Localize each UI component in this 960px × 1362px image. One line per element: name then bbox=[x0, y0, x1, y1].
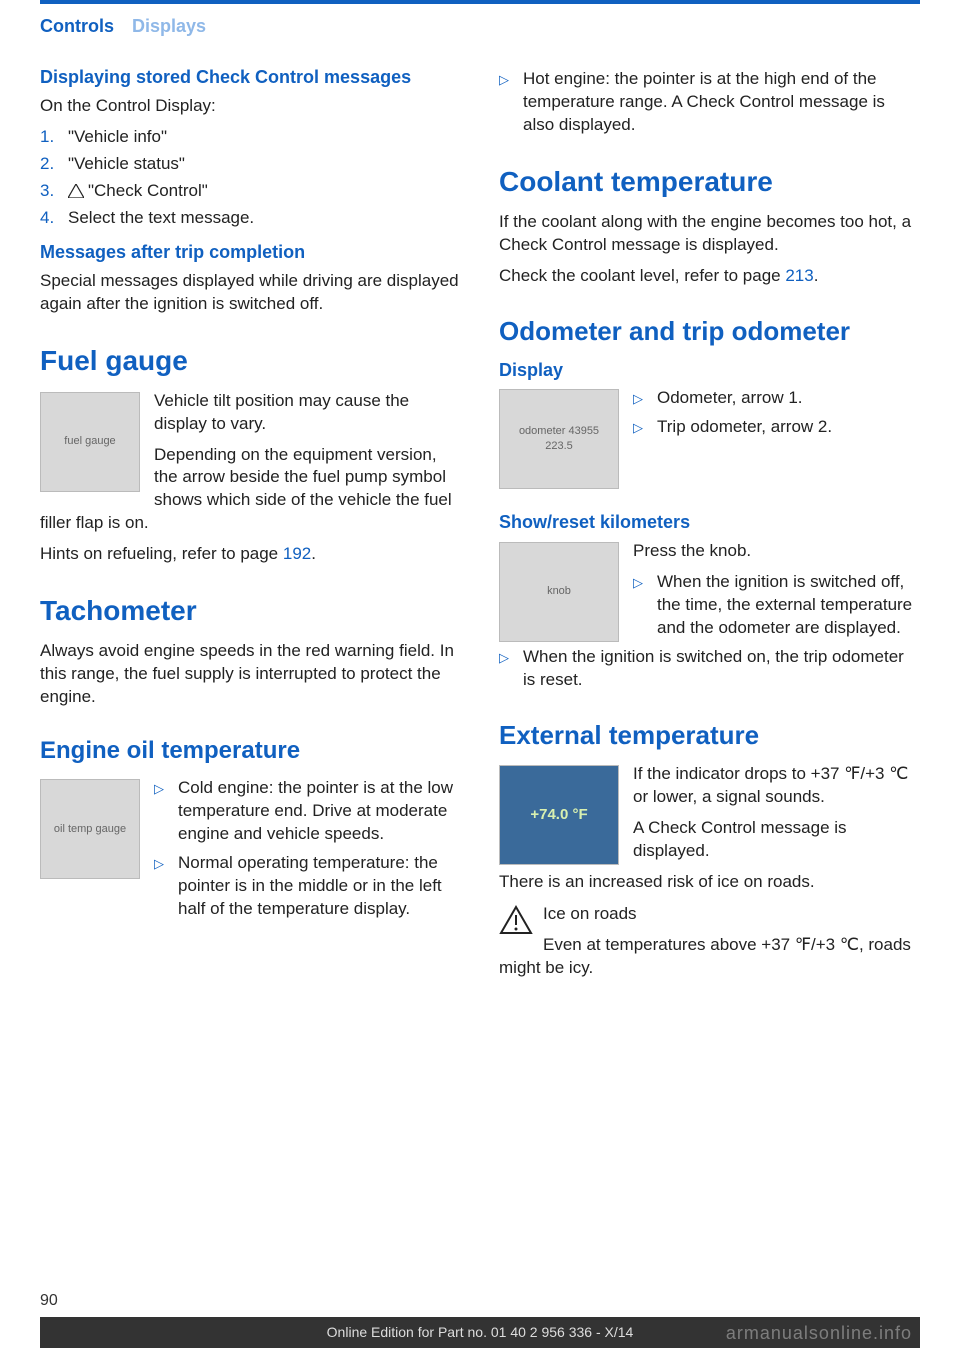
list-text: When the ignition is switched off, the t… bbox=[657, 571, 920, 640]
heading-engine-oil: Engine oil temperature bbox=[40, 735, 461, 767]
external-temp-block: +74.0 °F If the indicator drops to +37 ℉… bbox=[499, 763, 920, 871]
list-item: 4. Select the text message. bbox=[40, 207, 461, 230]
list-item: 2. "Vehicle status" bbox=[40, 153, 461, 176]
oil-temp-figure: oil temp gauge bbox=[40, 779, 140, 879]
text-fragment: . bbox=[311, 544, 316, 563]
warning-title: Ice on roads bbox=[499, 903, 920, 926]
fuel-gauge-block: fuel gauge Vehicle tilt position may cau… bbox=[40, 390, 461, 544]
list-item: ▷ Cold engine: the pointer is at the low… bbox=[154, 777, 461, 846]
list-number: 1. bbox=[40, 126, 68, 149]
list-number: 2. bbox=[40, 153, 68, 176]
warning-text: Even at temperatures above +37 ℉/+3 ℃, r… bbox=[499, 934, 920, 980]
bullet-icon: ▷ bbox=[633, 571, 657, 640]
heading-stored-messages: Displaying stored Check Control messages bbox=[40, 66, 461, 89]
list-item: ▷ Hot engine: the pointer is at the high… bbox=[499, 68, 920, 137]
right-column: ▷ Hot engine: the pointer is at the high… bbox=[499, 66, 920, 988]
list-number: 4. bbox=[40, 207, 68, 230]
bullet-icon: ▷ bbox=[154, 777, 178, 846]
list-text: Normal operating temperature: the pointe… bbox=[178, 852, 461, 921]
list-text: Trip odometer, arrow 2. bbox=[657, 416, 832, 439]
text: Check the coolant level, refer to page 2… bbox=[499, 265, 920, 288]
text-fragment: Hints on refueling, refer to page bbox=[40, 544, 283, 563]
heading-odometer: Odometer and trip odometer bbox=[499, 314, 920, 349]
header-tabs: Controls Displays bbox=[40, 0, 920, 56]
footer: 90 Online Edition for Part no. 01 40 2 9… bbox=[0, 1289, 960, 1362]
watermark: armanualsonline.info bbox=[726, 1321, 912, 1345]
warning-triangle-icon bbox=[68, 184, 84, 198]
temp-display-figure: +74.0 °F bbox=[499, 765, 619, 865]
heading-display: Display bbox=[499, 359, 920, 382]
heading-messages-after-trip: Messages after trip completion bbox=[40, 241, 461, 264]
list-item: ▷ When the ignition is switched off, the… bbox=[633, 571, 920, 640]
bullet-icon: ▷ bbox=[499, 68, 523, 137]
list-text: Cold engine: the pointer is at the low t… bbox=[178, 777, 461, 846]
page-link[interactable]: 213 bbox=[785, 266, 813, 285]
list-text-inner: "Check Control" bbox=[88, 181, 208, 200]
tab-controls: Controls bbox=[40, 14, 114, 38]
list-text: Hot engine: the pointer is at the high e… bbox=[523, 68, 920, 137]
odometer-block: odometer 43955 223.5 ▷ Odometer, arrow 1… bbox=[499, 387, 920, 493]
footer-text: Online Edition for Part no. 01 40 2 956 … bbox=[327, 1324, 634, 1340]
text-fragment: . bbox=[814, 266, 819, 285]
heading-tachometer: Tachometer bbox=[40, 592, 461, 630]
text: If the coolant along with the engine bec… bbox=[499, 211, 920, 257]
list-text: When the ignition is switched on, the tr… bbox=[523, 646, 920, 692]
page-number: 90 bbox=[40, 1290, 58, 1312]
knob-figure: knob bbox=[499, 542, 619, 642]
text: Hints on refueling, refer to page 192. bbox=[40, 543, 461, 566]
bullet-icon: ▷ bbox=[633, 387, 657, 410]
oil-temp-block: oil temp gauge ▷ Cold engine: the pointe… bbox=[40, 777, 461, 927]
list-item: ▷ When the ignition is switched on, the … bbox=[499, 646, 920, 692]
heading-show-reset: Show/reset kilometers bbox=[499, 511, 920, 534]
list-item: 3. "Check Control" bbox=[40, 180, 461, 203]
warning-block: Ice on roads Even at temperatures above … bbox=[499, 903, 920, 988]
text: Special messages displayed while driving… bbox=[40, 270, 461, 316]
bullet-icon: ▷ bbox=[154, 852, 178, 921]
ordered-list: 1. "Vehicle info" 2. "Vehicle status" 3.… bbox=[40, 126, 461, 230]
list-item: ▷ Odometer, arrow 1. bbox=[633, 387, 920, 410]
list-text: "Vehicle status" bbox=[68, 153, 185, 176]
page-link[interactable]: 192 bbox=[283, 544, 311, 563]
list-item: ▷ Normal operating temperature: the poin… bbox=[154, 852, 461, 921]
heading-coolant: Coolant temperature bbox=[499, 163, 920, 201]
odometer-figure: odometer 43955 223.5 bbox=[499, 389, 619, 489]
warning-triangle-icon bbox=[499, 905, 533, 935]
list-item: ▷ Trip odometer, arrow 2. bbox=[633, 416, 920, 439]
text: On the Control Display: bbox=[40, 95, 461, 118]
bullet-icon: ▷ bbox=[633, 416, 657, 439]
text: There is an increased risk of ice on roa… bbox=[499, 871, 920, 894]
heading-fuel-gauge: Fuel gauge bbox=[40, 342, 461, 380]
list-text: "Check Control" bbox=[68, 180, 208, 203]
list-number: 3. bbox=[40, 180, 68, 203]
tab-displays: Displays bbox=[132, 14, 206, 38]
text: Always avoid engine speeds in the red wa… bbox=[40, 640, 461, 709]
text-fragment: Check the coolant level, refer to page bbox=[499, 266, 785, 285]
list-text: Select the text message. bbox=[68, 207, 254, 230]
left-column: Displaying stored Check Control messages… bbox=[40, 66, 461, 988]
fuel-gauge-figure: fuel gauge bbox=[40, 392, 140, 492]
footer-bar: Online Edition for Part no. 01 40 2 956 … bbox=[40, 1317, 920, 1348]
heading-external-temp: External temperature bbox=[499, 718, 920, 753]
list-text: "Vehicle info" bbox=[68, 126, 167, 149]
bullet-icon: ▷ bbox=[499, 646, 523, 692]
list-text: Odometer, arrow 1. bbox=[657, 387, 803, 410]
list-item: 1. "Vehicle info" bbox=[40, 126, 461, 149]
km-block: knob Press the knob. ▷ When the ignition… bbox=[499, 540, 920, 646]
